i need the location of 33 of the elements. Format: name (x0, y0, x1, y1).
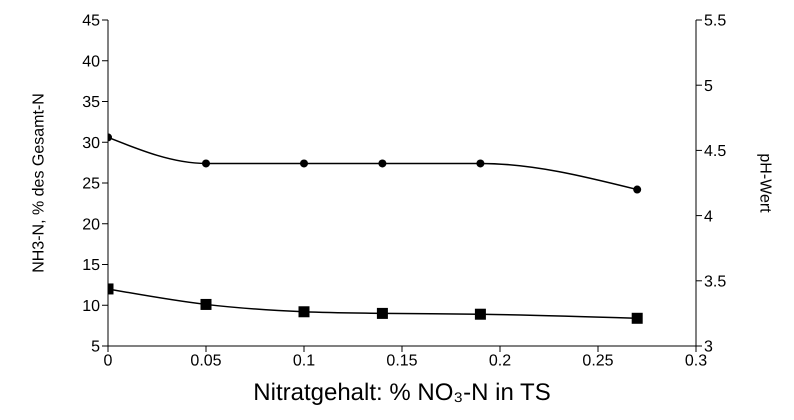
y-tick-label: 30 (82, 134, 100, 152)
y-axis-title: NH3-N, % des Gesamt-N (30, 93, 48, 273)
y2-tick-label: 5.5 (704, 12, 726, 30)
y-tick-label: 10 (82, 298, 100, 315)
x-tick-label: 0.05 (190, 352, 222, 370)
y-tick-label: 45 (82, 12, 100, 30)
x-tick-label: 0.1 (292, 352, 316, 370)
y-tick-label: 35 (82, 94, 100, 112)
y-tick-label: 25 (82, 176, 100, 193)
point (202, 159, 210, 168)
x-tick-label: 0.15 (386, 352, 418, 370)
point (376, 308, 388, 319)
point (474, 308, 486, 320)
x-tick-label: 0.2 (488, 352, 512, 370)
y-tick-label: 15 (82, 257, 100, 274)
y-tick-label: 5 (91, 338, 100, 356)
x-tick-label: 0.25 (582, 352, 614, 370)
point (632, 312, 643, 324)
y2-tick-label: 4.5 (704, 143, 726, 160)
y2-axis-title: pH-Wert (756, 153, 774, 214)
y-tick-label: 40 (82, 53, 100, 70)
x-axis-title: Nitratgehalt: % NO₃-N in TS (253, 379, 551, 406)
y2-tick-label: 4 (704, 208, 713, 226)
y-tick-label: 20 (82, 216, 100, 234)
y2-tick-label: 3.5 (704, 273, 726, 290)
point (378, 159, 386, 168)
point (633, 186, 642, 194)
point (200, 298, 212, 310)
point (300, 159, 308, 168)
point (476, 159, 484, 168)
point (298, 306, 310, 318)
y2-tick-label: 5 (704, 78, 713, 95)
x-tick-label: 0 (104, 352, 113, 370)
